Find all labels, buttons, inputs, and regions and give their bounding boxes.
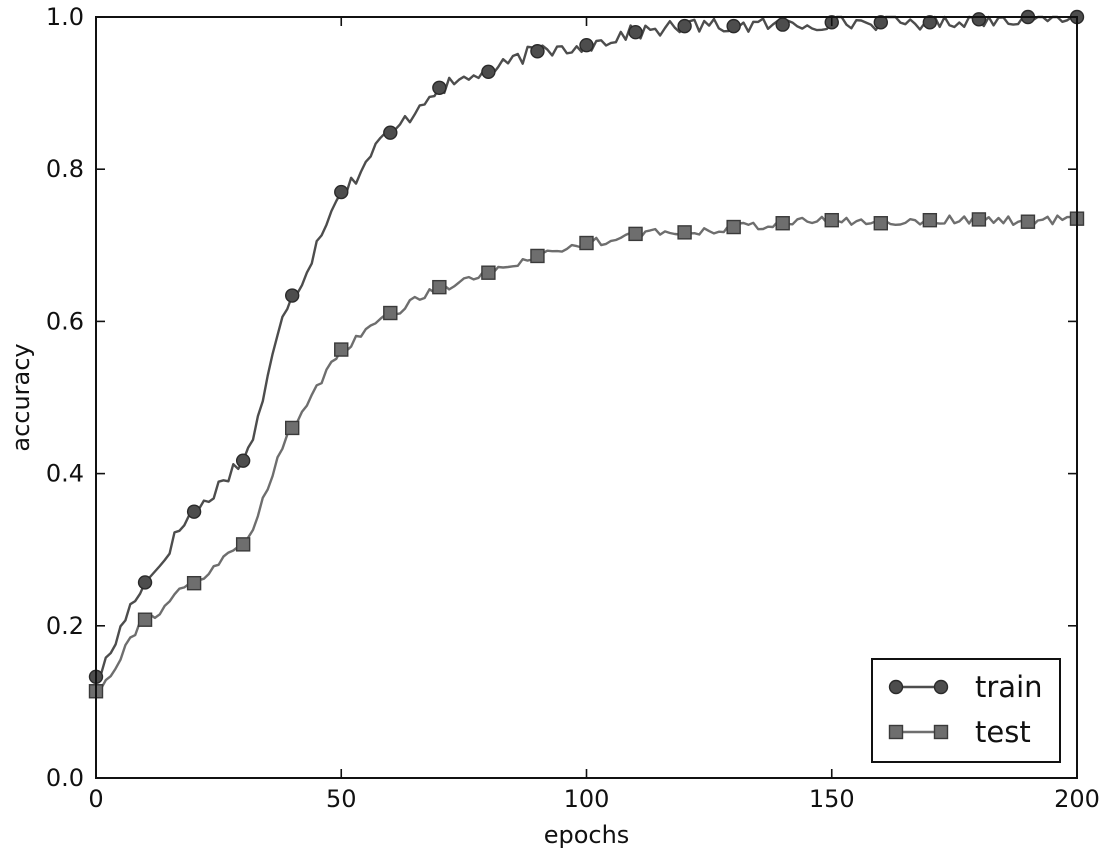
data-point-train (432, 80, 447, 95)
data-point-train (726, 18, 741, 34)
data-point-train (186, 504, 202, 519)
data-point-test (432, 279, 447, 295)
series-line-test (95, 214, 1078, 693)
data-point-train (579, 37, 594, 53)
data-point-train (137, 575, 153, 590)
data-point-test (726, 219, 741, 235)
legend-marker-train (933, 679, 949, 695)
x-axis-title: epochs (544, 821, 630, 849)
legend-marker-test (888, 724, 904, 740)
legend-entry-test: test (888, 715, 1031, 749)
x-tick-label: 200 (1054, 785, 1100, 813)
data-point-test (137, 612, 153, 627)
data-point-train (971, 12, 987, 27)
data-point-train (922, 15, 938, 30)
data-point-train (334, 184, 349, 200)
data-point-train (235, 453, 251, 468)
data-point-test (186, 575, 202, 591)
legend-box (871, 658, 1061, 763)
data-point-test (383, 305, 398, 321)
data-point-test (579, 235, 594, 251)
data-point-train (481, 64, 496, 79)
legend-label-test: test (975, 715, 1031, 749)
data-point-test (481, 265, 496, 280)
y-tick-label: 0.2 (46, 612, 84, 640)
y-tick-label: 0.4 (46, 460, 84, 488)
x-tick-label: 0 (88, 785, 103, 813)
data-point-test (1020, 214, 1036, 229)
data-point-test (971, 212, 987, 227)
y-tick-label: 1.0 (46, 3, 84, 31)
data-point-train (775, 17, 790, 32)
legend-label-train: train (975, 670, 1043, 704)
data-point-test (235, 537, 251, 552)
data-point-test (775, 216, 790, 231)
data-point-test (922, 212, 938, 228)
data-point-train (873, 15, 888, 30)
data-point-train (383, 125, 398, 140)
data-point-test (334, 342, 349, 357)
legend-marker-test (933, 724, 949, 740)
data-point-test (285, 420, 300, 436)
x-tick-label: 100 (564, 785, 610, 813)
x-tick-label: 150 (809, 785, 855, 813)
series-line-train (95, 15, 1077, 678)
x-tick-label: 50 (326, 785, 357, 813)
data-point-train (285, 288, 300, 303)
data-point-test (530, 248, 545, 264)
data-point-test (628, 226, 643, 242)
y-tick-label: 0.6 (46, 307, 84, 335)
y-axis-title: accuracy (7, 343, 35, 451)
data-point-test (873, 216, 888, 231)
data-point-train (677, 18, 692, 34)
data-point-train (628, 25, 643, 40)
data-point-test (824, 212, 839, 228)
legend-marker-train (888, 679, 904, 695)
legend-entry-train: train (888, 670, 1043, 704)
data-point-test (677, 225, 692, 240)
legend: train test (871, 658, 1061, 763)
y-tick-label: 0.0 (46, 764, 84, 792)
y-tick-label: 0.8 (46, 155, 84, 183)
data-point-train (530, 44, 545, 59)
